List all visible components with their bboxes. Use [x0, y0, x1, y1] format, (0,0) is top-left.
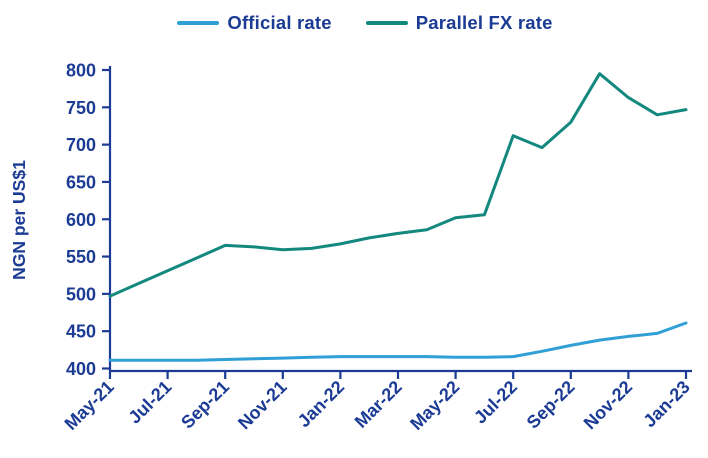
y-tick-label: 500: [66, 284, 96, 304]
y-tick-label: 650: [66, 172, 96, 192]
y-axis-title: NGN per US$1: [9, 160, 29, 280]
x-tick-label: Jan-22: [294, 377, 348, 431]
x-tick-label: Jul-21: [124, 377, 175, 428]
x-tick-label: Sep-22: [523, 377, 579, 433]
y-tick-label: 550: [66, 247, 96, 267]
legend-item-parallel-fx-rate: Parallel FX rate: [365, 12, 553, 34]
parallel-fx-rate-line-swatch: [365, 21, 408, 25]
legend-item-official-rate: Official rate: [177, 12, 332, 34]
series-line-parallel-fx-rate: [108, 72, 688, 298]
series-layer: [108, 72, 688, 362]
chart-legend: Official rate Parallel FX rate: [0, 12, 708, 34]
x-tick-label: Jan-23: [639, 377, 693, 431]
x-tick-label: Mar-22: [351, 377, 406, 432]
legend-label-official-rate: Official rate: [227, 12, 332, 33]
x-tick-label: Sep-21: [177, 377, 233, 433]
series-line-official-rate: [108, 321, 688, 362]
official-rate-line-swatch: [177, 21, 220, 25]
legend-label-parallel-fx-rate: Parallel FX rate: [415, 12, 553, 33]
y-tick-label: 450: [66, 322, 96, 342]
y-tick-label: 750: [66, 98, 96, 118]
y-tick-label: 600: [66, 210, 96, 230]
x-tick-label: Jul-22: [470, 377, 521, 428]
y-tick-label: 700: [66, 135, 96, 155]
x-tick-label: May-22: [406, 377, 463, 434]
x-tick-label: May-21: [61, 377, 118, 434]
x-tick-label: Nov-21: [234, 377, 291, 434]
y-tick-label: 400: [66, 359, 96, 379]
x-tick-label: Nov-22: [580, 377, 637, 434]
y-tick-label: 800: [66, 61, 96, 81]
